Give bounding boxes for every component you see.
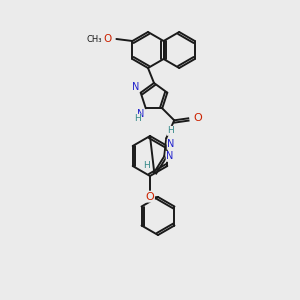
Text: N: N <box>167 139 175 149</box>
Text: O: O <box>103 34 111 44</box>
Text: N: N <box>137 109 145 119</box>
Text: O: O <box>146 192 154 202</box>
Text: CH₃: CH₃ <box>87 34 102 43</box>
Text: N: N <box>132 82 140 92</box>
Text: H: H <box>167 126 174 135</box>
Text: N: N <box>166 151 174 161</box>
Text: O: O <box>193 113 202 123</box>
Text: H: H <box>134 114 141 123</box>
Text: H: H <box>143 161 150 170</box>
